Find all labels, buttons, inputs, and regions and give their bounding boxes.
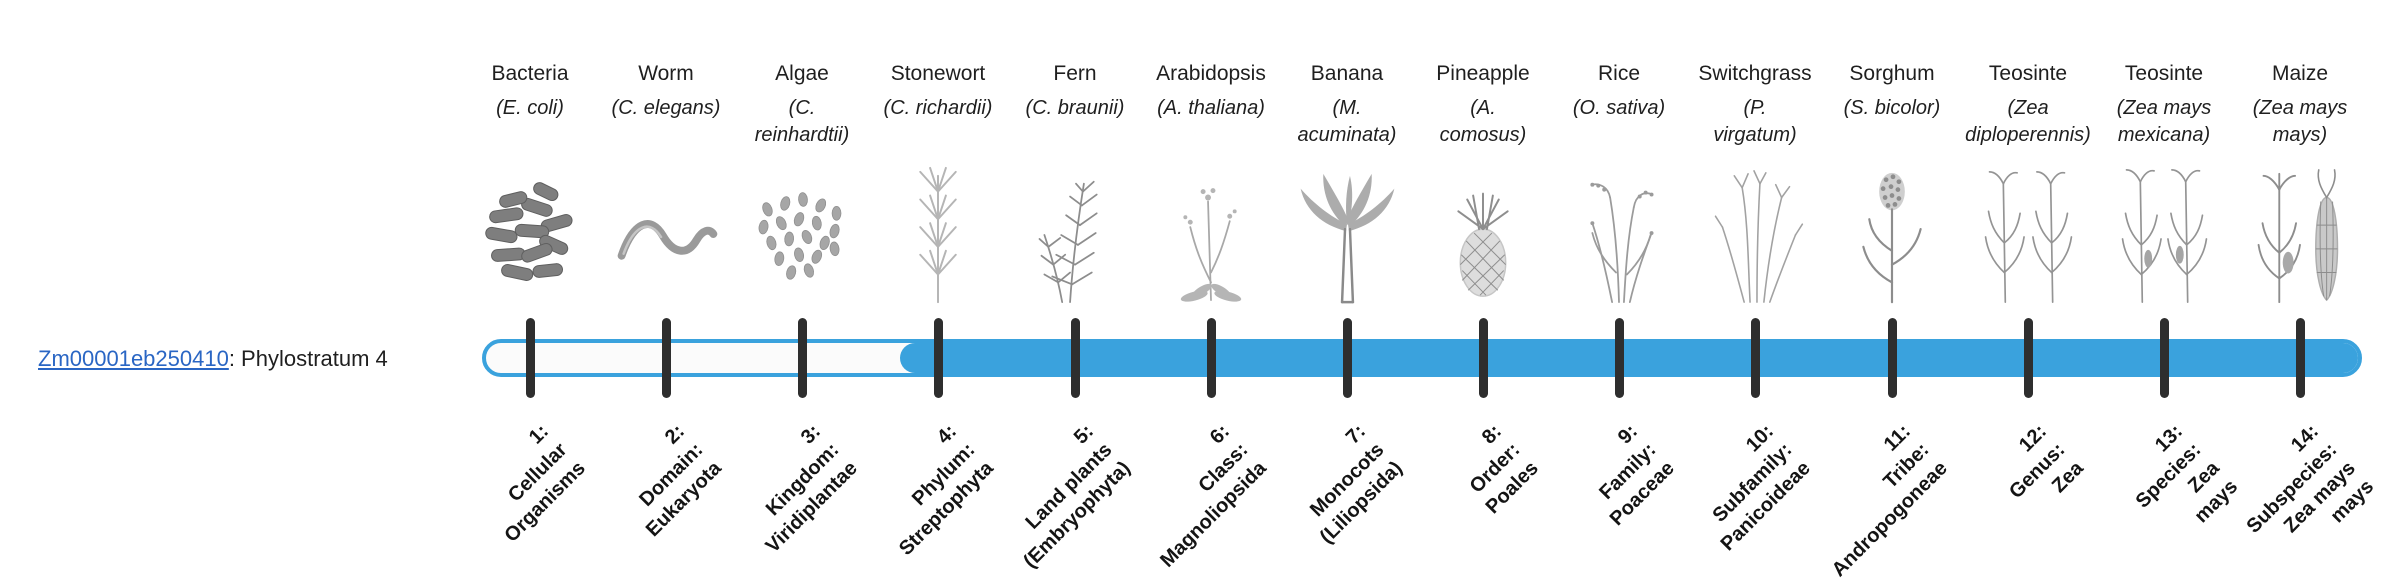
organism-column-13: Teosinte (Zea mays mexicana) <box>2089 62 2239 303</box>
organism-column-3: Algae (C. reinhardtii) <box>727 62 877 280</box>
pineapple-icon <box>1411 160 1555 312</box>
sorghum-icon <box>1820 160 1964 312</box>
teosinte-mexicana-icon <box>2092 160 2236 312</box>
gene-label-suffix: : Phylostratum 4 <box>228 346 388 371</box>
organism-scientific-name: (A. comosus) <box>1439 97 1527 146</box>
phylostratum-tick-3 <box>797 318 807 398</box>
organism-common-name: Fern <box>1053 62 1097 85</box>
fern-icon <box>1003 160 1147 312</box>
organism-common-name: Bacteria <box>491 62 569 85</box>
switchgrass-icon <box>1683 160 1827 312</box>
organism-scientific-name: (Zea diploperennis) <box>1965 97 2091 146</box>
organism-common-name: Sorghum <box>1849 62 1935 85</box>
organism-scientific-name: (C. elegans) <box>611 97 721 119</box>
rice-icon <box>1547 160 1691 312</box>
phylostratum-tick-2 <box>661 318 671 398</box>
organism-scientific-name: (P. virgatum) <box>1713 97 1797 146</box>
organism-common-name: Worm <box>638 62 694 85</box>
maize-icon <box>2228 160 2372 312</box>
organism-common-name: Algae <box>775 62 829 85</box>
phylostratum-tick-7 <box>1342 318 1352 398</box>
banana-icon <box>1275 160 1419 312</box>
organism-common-name: Teosinte <box>1988 62 2068 85</box>
organism-column-14: Maize (Zea mays mays) <box>2225 62 2375 304</box>
organism-common-name: Banana <box>1310 62 1384 85</box>
organism-column-5: Fern (C. braunii) <box>1000 62 1150 303</box>
teosinte-diploperennis-icon <box>1956 160 2100 312</box>
organism-common-name: Pineapple <box>1436 62 1530 85</box>
phylostratum-tick-14 <box>2295 318 2305 398</box>
organism-scientific-name: (C. braunii) <box>1025 97 1125 119</box>
organism-scientific-name: (E. coli) <box>496 97 564 119</box>
phylostratum-tick-6 <box>1206 318 1216 398</box>
organism-column-6: Arabidopsis (A. thaliana) <box>1136 62 1286 302</box>
phylostratum-tick-4 <box>933 318 943 398</box>
phylostratum-tick-11 <box>1887 318 1897 398</box>
organism-common-name: Switchgrass <box>1698 62 1812 85</box>
phylostratum-tick-5 <box>1070 318 1080 398</box>
organism-scientific-name: (Zea mays mays) <box>2252 97 2348 146</box>
stonewort-icon <box>866 160 1010 312</box>
organism-scientific-name: (S. bicolor) <box>1843 97 1941 119</box>
gene-label: Zm00001eb250410: Phylostratum 4 <box>38 346 388 372</box>
organism-scientific-name: (A. thaliana) <box>1157 97 1265 119</box>
organism-column-4: Stonewort (C. richardii) <box>863 62 1013 304</box>
organism-scientific-name: (C. richardii) <box>883 97 993 119</box>
organism-common-name: Teosinte <box>2124 62 2204 85</box>
organism-common-name: Maize <box>2271 62 2329 85</box>
organism-scientific-name: (M. acuminata) <box>1297 97 1397 146</box>
organism-common-name: Stonewort <box>890 62 986 85</box>
organism-column-8: Pineapple (A. comosus) <box>1408 62 1558 297</box>
organism-scientific-name: (C. reinhardtii) <box>754 97 850 146</box>
phylostratum-tick-9 <box>1614 318 1624 398</box>
organism-scientific-name: (Zea mays mexicana) <box>2116 97 2212 146</box>
timeline-bar <box>482 339 2362 377</box>
phylostratum-tick-13 <box>2159 318 2169 398</box>
organism-column-12: Teosinte (Zea diploperennis) <box>1953 62 2103 303</box>
worm-icon <box>594 160 738 312</box>
organism-common-name: Rice <box>1597 62 1640 85</box>
algae-icon <box>730 160 874 312</box>
phylostratum-tick-8 <box>1478 318 1488 398</box>
organism-column-10: Switchgrass (P. virgatum) <box>1680 62 1830 303</box>
gene-id-link[interactable]: Zm00001eb250410 <box>38 346 229 371</box>
organism-column-11: Sorghum (S. bicolor) <box>1817 62 1967 304</box>
organism-scientific-name: (O. sativa) <box>1572 97 1666 119</box>
arabidopsis-icon <box>1139 160 1283 312</box>
phylostratum-tick-10 <box>1750 318 1760 398</box>
bacteria-icon <box>458 160 602 312</box>
timeline-bar-fill <box>900 343 2358 373</box>
organism-common-name: Arabidopsis <box>1156 62 1266 85</box>
organism-column-1: Bacteria (E. coli) <box>455 62 605 281</box>
phylostratum-tick-1 <box>525 318 535 398</box>
phylostratum-tick-12 <box>2023 318 2033 398</box>
organism-column-7: Banana (M. acuminata) <box>1272 62 1422 304</box>
organism-column-2: Worm (C. elegans) <box>591 62 741 260</box>
organism-column-9: Rice (O. sativa) <box>1544 62 1694 303</box>
